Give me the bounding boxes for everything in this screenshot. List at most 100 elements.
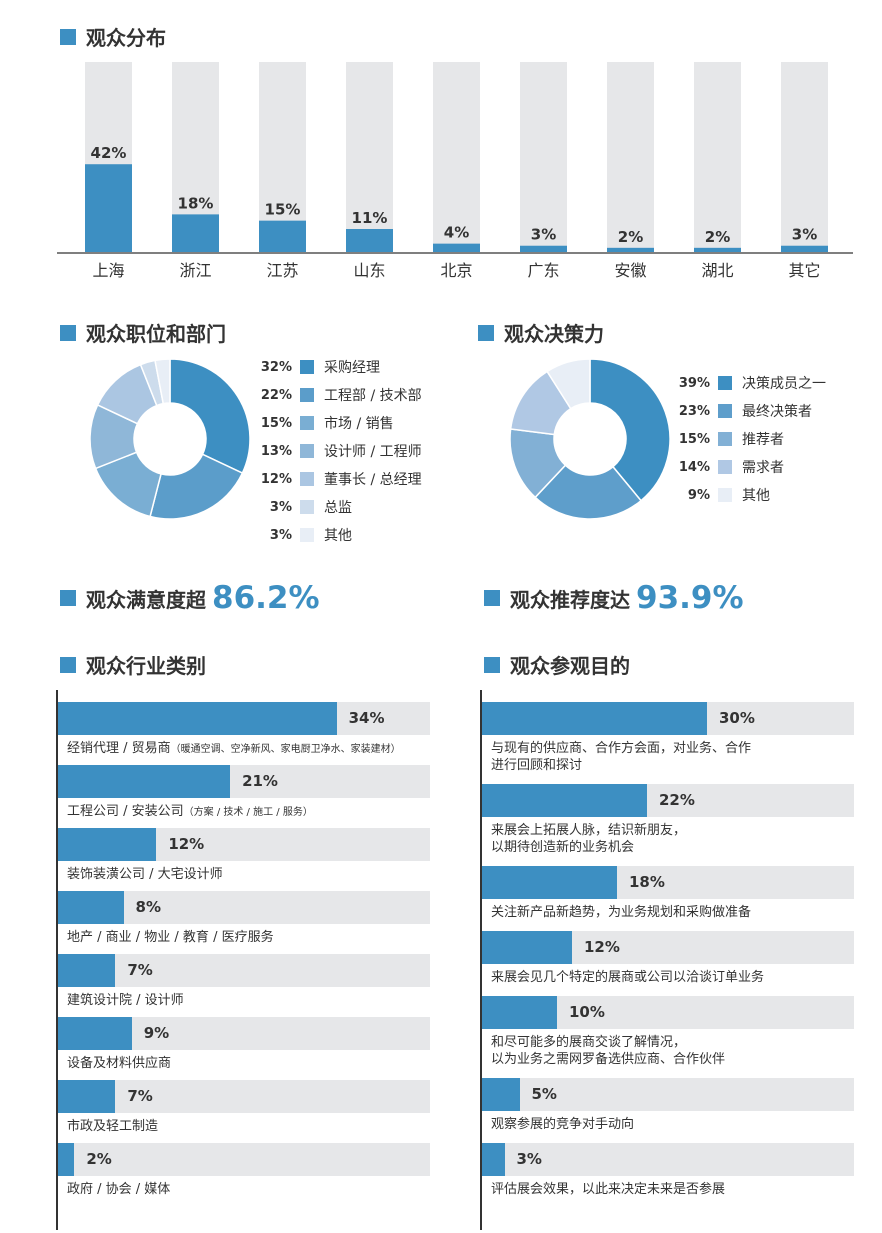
decision-donut-chart — [508, 357, 672, 521]
industry-bar-fill — [58, 702, 337, 735]
purpose-bar-value: 30% — [719, 709, 755, 727]
province-category-label: 江苏 — [266, 261, 298, 280]
purpose-bar-fill — [482, 931, 572, 964]
province-bar-track — [694, 62, 741, 252]
position-donut-slice — [149, 453, 244, 520]
province-bar-track — [520, 62, 567, 252]
position-legend-label: 总监 — [324, 500, 352, 516]
purpose-bar-label: 与现有的供应商、合作方会面，对业务、合作 进行回顾和探讨 — [491, 741, 752, 773]
position-legend-item: 32% 采购经理 — [258, 357, 380, 377]
position-legend-item: 3% 其他 — [258, 525, 352, 545]
position-legend-item: 13% 设计师 / 工程师 — [258, 441, 422, 461]
purpose-bar-fill — [482, 996, 557, 1029]
purpose-bar-label: 观察参展的竞争对手动向 — [491, 1117, 635, 1132]
decision-section-title: 观众决策力 — [478, 318, 604, 347]
decision-legend-swatch — [718, 432, 732, 446]
province-category-label: 上海 — [92, 261, 124, 280]
decision-legend-label: 需求者 — [742, 460, 784, 476]
industry-bar-value: 2% — [86, 1150, 112, 1168]
industry-bar-fill — [58, 1143, 75, 1176]
province-value-label: 42% — [91, 144, 127, 162]
industry-bar-track: 7% — [58, 1080, 430, 1113]
position-legend-label: 董事长 / 总经理 — [324, 472, 422, 488]
industry-bar-label: 设备及材料供应商 — [67, 1056, 172, 1071]
title-square-icon — [60, 656, 76, 673]
industry-bar-label: 建筑设计院 / 设计师 — [67, 993, 184, 1008]
province-value-label: 15% — [265, 201, 301, 219]
position-legend: 32% 采购经理 22% 工程部 / 技术部 15% 市场 / 销售 13% 设计师 / 工程… — [258, 357, 458, 547]
purpose-bar-label: 和尽可能多的展商交谈了解情况， 以为业务之需网罗备选供应商、合作伙伴 — [491, 1035, 726, 1067]
position-legend-value: 3% — [269, 499, 292, 515]
purpose-bar-label: 来展会见几个特定的展商或公司以洽谈订单业务 — [491, 970, 765, 985]
industry-bar-track: 34% — [58, 702, 430, 735]
industry-bar-track: 2% — [58, 1143, 430, 1176]
province-value-label: 4% — [444, 224, 469, 242]
purpose-bar-track: 30% — [482, 702, 854, 735]
decision-legend-label: 推荐者 — [742, 432, 784, 448]
position-legend-item: 12% 董事长 / 总经理 — [258, 469, 422, 489]
province-value-label: 3% — [531, 226, 556, 244]
position-legend-item: 3% 总监 — [258, 497, 352, 517]
industry-bar-note: （暖通空调、空净新风、家电厨卫净水、家装建材） — [170, 744, 401, 755]
decision-donut-slice — [534, 464, 643, 520]
province-value-label: 11% — [352, 209, 388, 227]
province-category-label: 其它 — [788, 261, 820, 280]
purpose-bar-value: 3% — [516, 1150, 542, 1168]
industry-bar-chart: 34% 经销代理 / 贸易商（暖通空调、空净新风、家电厨卫净水、家装建材） 21% 工… — [56, 690, 432, 1230]
decision-donut-slice — [589, 358, 671, 502]
province-category-label: 浙江 — [179, 261, 211, 280]
purpose-bar-value: 10% — [569, 1003, 605, 1021]
position-legend-item: 22% 工程部 / 技术部 — [258, 385, 422, 405]
province-category-label: 山东 — [353, 261, 385, 280]
purpose-bar-fill — [482, 866, 617, 899]
industry-bar-fill — [58, 1017, 132, 1050]
province-bar — [172, 214, 219, 252]
decision-donut-svg — [509, 358, 671, 520]
decision-legend-swatch — [718, 488, 732, 502]
province-bar-svg: 42% 上海 18% 浙江 15% 江苏 11% 山东 4% 北京 3% 广东 2% 安徽 2% 湖北 3% 其它 — [57, 62, 853, 280]
purpose-bar-chart: 30% 与现有的供应商、合作方会面，对业务、合作 进行回顾和探讨 22% 来展会上拓展人… — [480, 690, 856, 1230]
industry-bar-value: 7% — [127, 961, 153, 979]
industry-bar-note: （方案 / 技术 / 施工 / 服务） — [183, 807, 313, 818]
satisfaction-heading: 观众满意度超 86.2% — [60, 580, 320, 616]
position-legend-swatch — [300, 444, 314, 458]
province-category-label: 北京 — [440, 261, 472, 280]
decision-legend-value: 14% — [678, 459, 710, 475]
position-legend-swatch — [300, 388, 314, 402]
purpose-bar-value: 5% — [531, 1085, 557, 1103]
province-bar — [259, 220, 306, 252]
industry-bar-fill — [58, 1080, 116, 1113]
decision-donut-slice — [546, 358, 591, 410]
industry-bar-value: 21% — [242, 772, 278, 790]
title-square-icon — [60, 590, 76, 606]
purpose-bar-label: 评估展会效果，以此来决定未来是否参展 — [491, 1182, 726, 1197]
industry-bar-label: 工程公司 / 安装公司（方案 / 技术 / 施工 / 服务） — [67, 804, 313, 819]
province-category-label: 广东 — [527, 261, 559, 280]
decision-legend-swatch — [718, 404, 732, 418]
industry-bar-value: 34% — [348, 709, 385, 727]
industry-section-title: 观众行业类别 — [60, 650, 206, 679]
industry-bar-track: 8% — [58, 891, 430, 924]
position-legend-label: 设计师 / 工程师 — [324, 444, 422, 460]
province-bar — [346, 229, 393, 252]
province-bar-track — [781, 62, 828, 252]
industry-bar-label: 装饰装潢公司 / 大宅设计师 — [67, 867, 223, 882]
province-bar — [781, 245, 828, 252]
decision-legend-value: 15% — [678, 431, 710, 447]
recommend-label: 观众推荐度达 — [510, 587, 630, 612]
title-square-icon — [478, 324, 494, 341]
province-bar-chart: 42% 上海 18% 浙江 15% 江苏 11% 山东 4% 北京 3% 广东 2% 安徽 2% 湖北 3% 其它 — [57, 52, 857, 292]
purpose-bar-label: 关注新产品新趋势，为业务规划和采购做准备 — [491, 905, 752, 920]
purpose-title-text: 观众参观目的 — [510, 654, 630, 678]
position-legend-value: 22% — [260, 387, 292, 403]
decision-legend-label: 最终决策者 — [742, 404, 812, 420]
industry-bar-value: 8% — [135, 898, 162, 916]
province-bar-track — [607, 62, 654, 252]
purpose-bar-value: 18% — [629, 873, 665, 891]
industry-bar-value: 9% — [143, 1024, 170, 1042]
industry-bar-track: 9% — [58, 1017, 430, 1050]
title-square-icon — [484, 590, 500, 606]
satisfaction-label: 观众满意度超 — [86, 587, 206, 612]
province-bar — [607, 247, 654, 252]
purpose-bar-track: 5% — [482, 1078, 854, 1111]
